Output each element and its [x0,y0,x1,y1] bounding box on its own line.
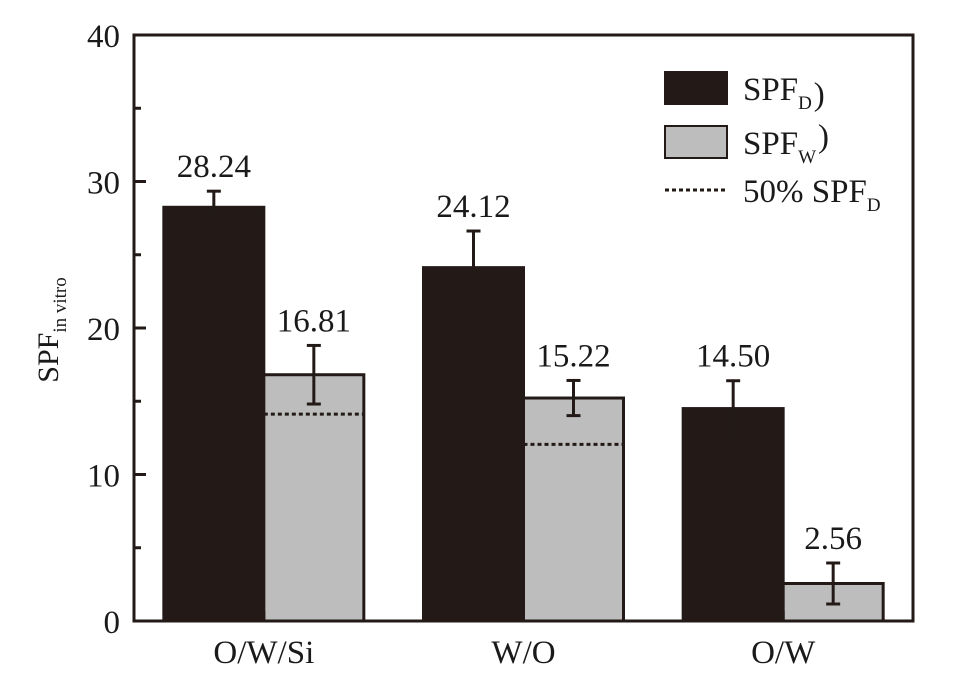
legend-label-main: SPF [743,126,798,162]
data-label-SPF_W-W/O: 15.22 [536,338,610,374]
legend-swatch-SPF_D [664,71,728,105]
y-axis-label-main: SPF [32,333,65,383]
data-label-SPF_W-O/W/Si: 16.81 [277,303,351,339]
bar-SPF_D-O/W [681,407,785,623]
legend-label-suffix: ) [814,77,825,113]
legend-label-sub: D [867,195,881,216]
data-label-SPF_D-O/W/Si: 28.24 [177,149,251,185]
y-tick-label-40: 40 [87,19,120,55]
y-tick-label-10: 10 [87,459,120,495]
data-label-SPF_W-O/W: 2.56 [804,521,862,557]
data-label-SPF_D-W/O: 24.12 [436,189,510,225]
legend-swatch-SPF_W [664,125,728,159]
bar-SPF_W-O/W/Si [262,373,366,623]
x-tick-label-O/W/Si: O/W/Si [213,635,314,671]
bar-SPF_D-W/O [422,266,525,623]
legend-label-suffix: ) [818,119,829,155]
legend-label-sub: D [798,93,812,114]
x-tick-label-O/W: O/W [751,635,816,671]
legend-label-main: 50% SPF [743,174,867,210]
legend: SPFD)SPFW)50% SPFD [664,71,881,216]
legend-label-SPF_W: SPFW) [743,119,829,168]
y-tick-label-0: 0 [104,605,121,641]
legend-label-main: SPF [743,72,798,108]
x-tick-label-W/O: W/O [491,635,555,671]
legend-label-50% SPF_D: 50% SPFD [743,174,881,216]
bars-layer: 28.24 16.81 24.12 15.22 14.50 2.56 [162,149,885,623]
legend-label-SPF_D: SPFD) [743,72,825,114]
y-tick-label-20: 20 [87,312,120,348]
y-axis-label: SPFin vitro [32,277,71,382]
y-tick-label-30: 30 [87,166,120,202]
data-label-SPF_D-O/W: 14.50 [696,339,770,375]
axes-layer: O/W/Si W/O O/W 0 10 20 30 40 [87,19,915,671]
y-axis-label-sub: in vitro [50,277,71,332]
bar-SPF_D-O/W/Si [162,205,266,623]
legend-label-sub: W [798,147,816,168]
bar-SPF_W-W/O [522,396,625,623]
